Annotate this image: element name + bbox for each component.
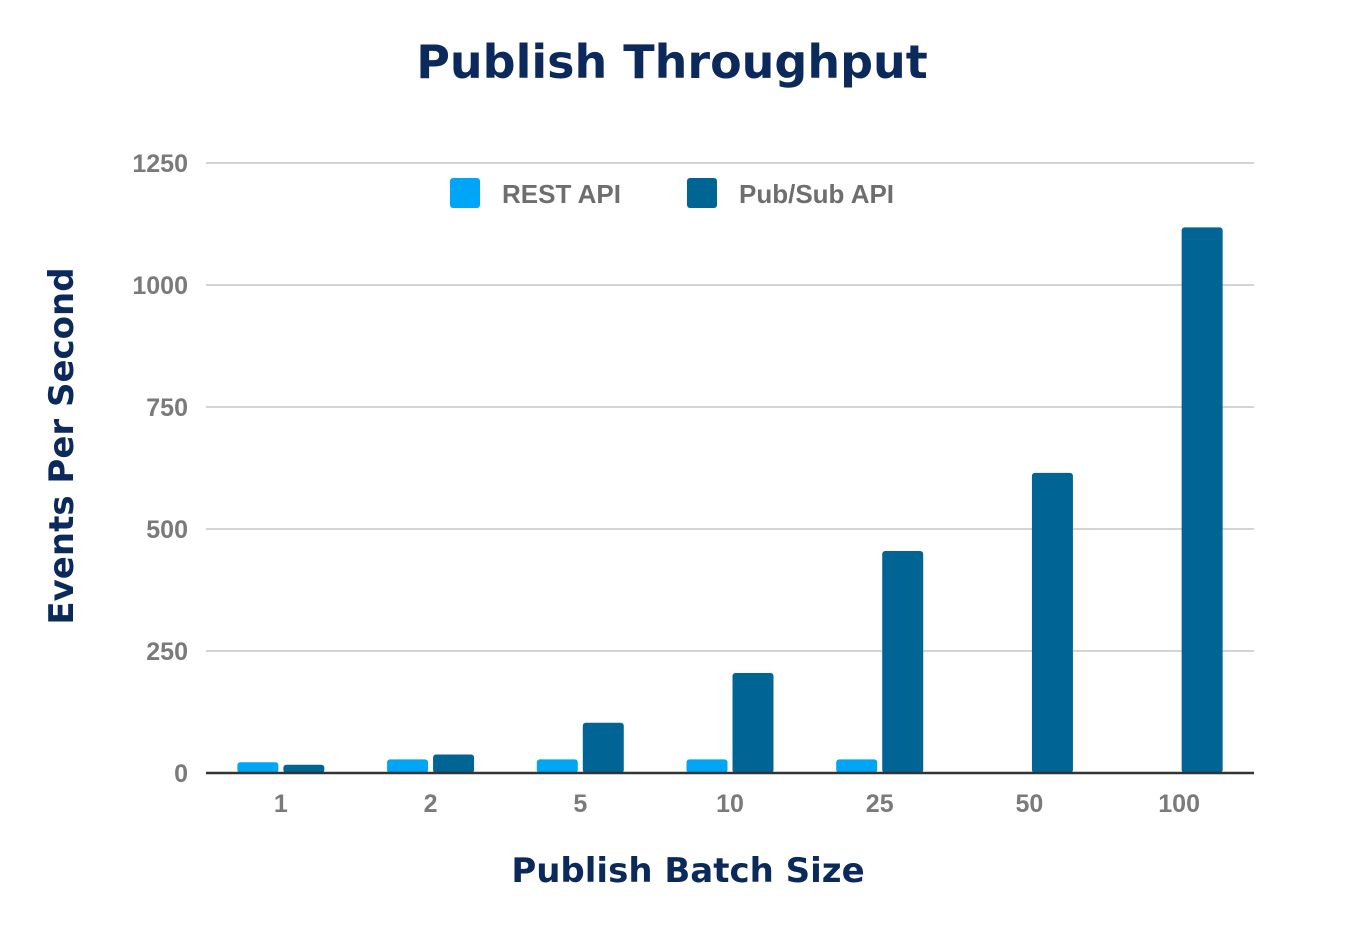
bar-pubsub-api-100 [1181, 227, 1223, 773]
y-tick-label: 750 [146, 394, 188, 422]
y-tick-label: 250 [146, 638, 188, 666]
legend: REST API Pub/Sub API [450, 178, 894, 209]
legend-label-rest-api: REST API [502, 179, 621, 209]
bar-pubsub-api-5 [582, 722, 624, 773]
x-tick-label: 5 [573, 790, 587, 818]
x-tick-label: 10 [716, 790, 744, 818]
x-tick-label: 50 [1016, 790, 1044, 818]
x-tick-label: 25 [866, 790, 894, 818]
x-tick-labels: 1 2 5 10 25 50 100 [274, 790, 1200, 818]
bar-rest-api-5 [536, 759, 578, 773]
bar-pubsub-api-25 [882, 550, 924, 773]
bar-pubsub-api-2 [433, 754, 475, 773]
bar-rest-api-25 [836, 759, 878, 773]
bars [237, 227, 1223, 773]
x-tick-label: 100 [1158, 790, 1200, 818]
legend-swatch-pubsub-api [687, 178, 717, 208]
y-axis-title: Events Per Second [42, 267, 82, 624]
bar-pubsub-api-50 [1031, 472, 1073, 773]
bar-pubsub-api-10 [732, 672, 774, 773]
y-tick-label: 1250 [132, 150, 188, 178]
bar-rest-api-10 [686, 759, 728, 773]
y-tick-label: 500 [146, 516, 188, 544]
y-tick-label: 1000 [132, 272, 188, 300]
bar-rest-api-1 [237, 762, 279, 773]
x-tick-label: 1 [274, 790, 288, 818]
x-tick-label: 2 [424, 790, 438, 818]
bar-rest-api-2 [387, 759, 429, 773]
x-axis-title: Publish Batch Size [511, 851, 864, 891]
legend-swatch-rest-api [450, 178, 480, 208]
legend-label-pubsub-api: Pub/Sub API [739, 179, 894, 209]
y-tick-labels: 0 250 500 750 1000 1250 [132, 150, 188, 788]
gridlines [206, 162, 1254, 652]
bar-pubsub-api-1 [283, 764, 325, 773]
chart-title: Publish Throughput [416, 35, 928, 89]
y-tick-label: 0 [174, 760, 188, 788]
